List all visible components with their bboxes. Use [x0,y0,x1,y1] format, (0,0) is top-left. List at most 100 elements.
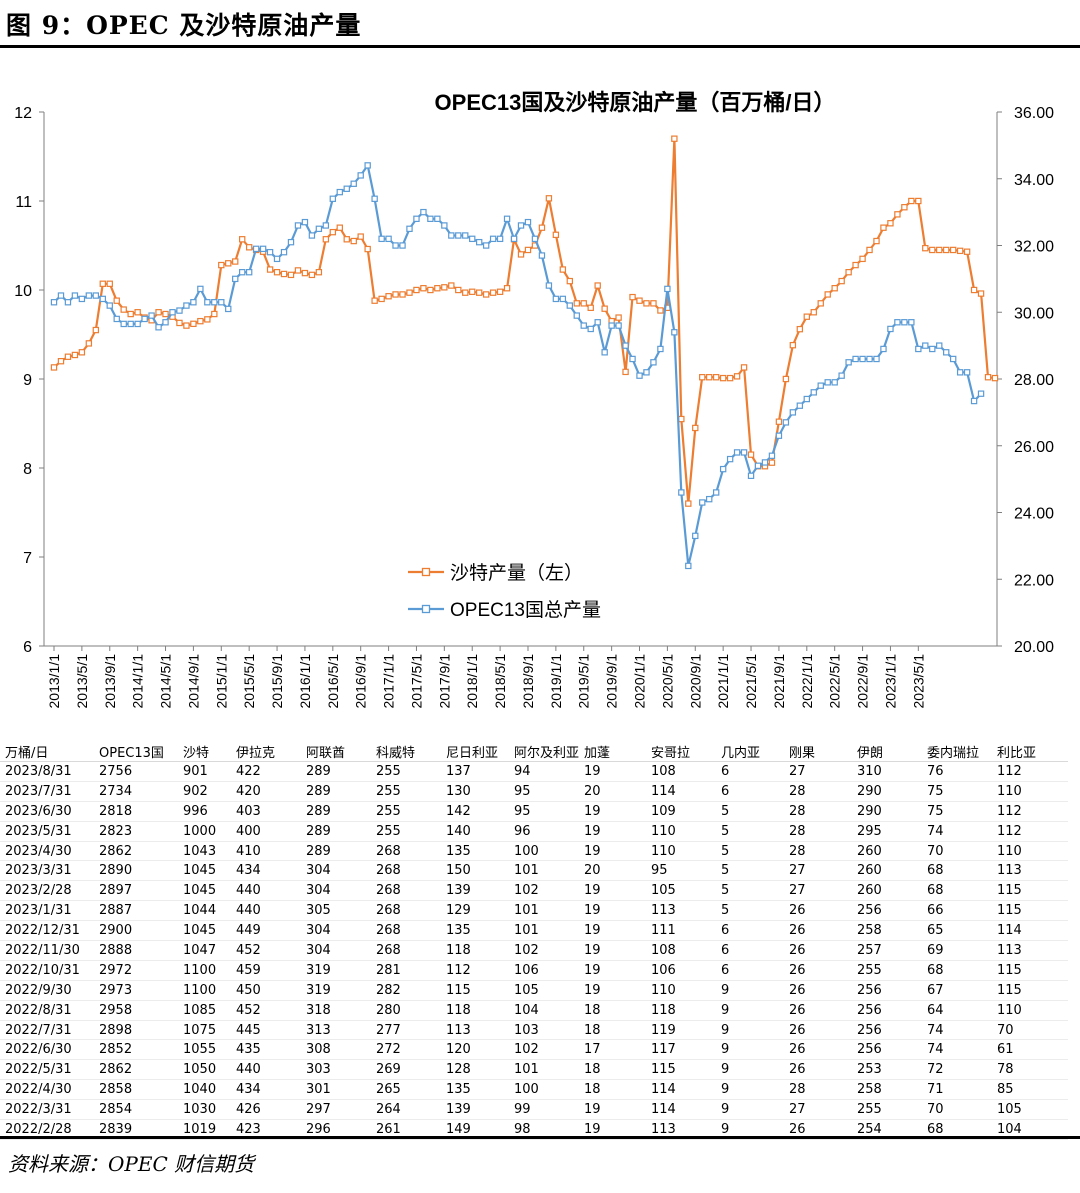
x-axis-tick-label: 2018/1/1 [464,654,480,709]
saudi-data-point [963,248,971,255]
table-header-cell: 沙特 [178,742,231,762]
saudi-data-point [197,317,204,325]
table-cell: 260 [857,883,882,899]
table-cell: 1044 [183,903,217,919]
table-cell: 28 [789,1082,806,1098]
saudi-data-point [538,224,546,231]
saudi-data-point [817,300,824,307]
opec-data-point [190,299,197,306]
opec-data-point [239,269,246,276]
saudi-data-point [629,293,636,301]
x-axis-tick-label: 2016/5/1 [325,654,341,709]
saudi-data-point [406,289,413,296]
saudi-data-point [685,500,692,507]
table-cell: 5 [721,803,730,819]
table-cell: 113 [446,1022,471,1038]
table-cell: 1055 [183,1042,217,1058]
saudi-data-point [322,236,330,243]
opec-data-point [887,325,894,333]
table-cell: 449 [236,923,261,939]
opec-data-point [699,499,706,506]
saudi-data-point [824,291,831,298]
opec-data-point [50,299,58,306]
table-cell: 1000 [183,823,217,839]
table-cell: 75 [927,783,944,799]
saudi-data-point [692,424,699,432]
table-cell: 304 [306,883,331,899]
opec-data-point [489,235,497,243]
saudi-data-point [392,291,399,298]
table-cell: 423 [236,1121,261,1137]
x-axis-tick-label: 2016/9/1 [353,654,369,709]
table-cell: 111 [651,923,676,939]
saudi-data-point [336,224,343,231]
table-cell: 257 [857,942,882,958]
table-row: 2023/8/31 2756 901 422 289 255 137 94 19 108 6 27 31… [0,762,1068,782]
table-cell: 61 [997,1042,1014,1058]
x-axis-tick-label: 2019/9/1 [604,654,620,709]
opec-data-point [761,459,769,466]
table-cell: 9 [721,1121,730,1137]
saudi-data-point [587,304,594,312]
table-cell: 98 [514,1121,531,1137]
opec-data-point [92,292,100,299]
table-cell: 115 [651,1062,676,1078]
saudi-data-point [671,135,678,142]
table-cell: 26 [789,1062,806,1078]
table-cell: 282 [376,982,401,998]
table-cell: 112 [997,763,1022,779]
opec-data-point [810,389,817,396]
table-cell: 9 [721,1102,730,1118]
table-cell: 2887 [99,903,133,919]
opec-data-point [406,225,413,233]
table-cell: 2958 [99,1002,133,1018]
table-header-cell: 委内瑞拉 [922,742,992,762]
opec-data-point [469,235,476,243]
opec-data-point [134,320,141,328]
saudi-data-point [524,246,532,254]
opec-data-point [378,235,385,243]
table-cell: 113 [997,942,1022,958]
saudi-data-point [747,451,755,458]
table-cell: 106 [514,962,539,978]
table-cell: 272 [376,1042,401,1058]
table-cell: 70 [927,1102,944,1118]
table-cell: 2022/9/30 [5,982,72,998]
table-cell: 19 [584,982,601,998]
saudi-data-point [427,286,434,294]
saudi-data-point [225,260,232,267]
table-cell: 120 [446,1042,471,1058]
table-row: 2023/2/28 2897 1045 440 304 268 139 102 19 105 5 27… [0,881,1068,901]
opec-data-point [106,302,113,309]
saudi-data-point [489,289,497,296]
opec-data-point [343,185,350,192]
opec-data-point [706,495,713,503]
saudi-data-point [482,291,490,298]
table-cell: 94 [514,763,531,779]
saudi-data-point [643,300,650,307]
opec-data-point [413,215,420,222]
table-header-row: 万桶/日 OPEC13国 沙特 伊拉克 阿联酋 科威特 尼日利亚 阿尔及利亚 加蓬 安哥拉 几内亚刚… [0,742,1068,762]
saudi-data-point [357,233,364,240]
table-cell: 135 [446,923,471,939]
x-axis-tick-label: 2014/1/1 [130,654,146,709]
table-header-cell: 利比亚 [992,742,1068,762]
table-cell: 434 [236,863,261,879]
opec-data-point [496,235,504,243]
saudi-data-point [420,285,427,292]
table-cell: 114 [651,1102,676,1118]
table-cell: 403 [236,803,261,819]
table-cell: 5 [721,883,730,899]
table-cell: 115 [446,982,471,998]
x-axis-tick-label: 2014/5/1 [158,654,174,709]
x-axis-tick-label: 2017/1/1 [381,654,397,709]
opec-data-point [838,372,845,379]
saudi-data-point [936,246,943,254]
saudi-data-point [399,291,406,298]
table-cell: 26 [789,1042,806,1058]
table-cell: 101 [514,1062,539,1078]
table-cell: 305 [306,903,331,919]
left-axis-tick-label: 12 [14,105,32,122]
table-cell: 115 [997,982,1022,998]
table-cell: 18 [584,1082,601,1098]
